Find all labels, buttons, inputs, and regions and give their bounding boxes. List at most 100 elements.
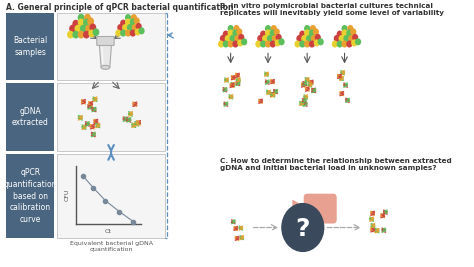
- Circle shape: [350, 28, 356, 36]
- Circle shape: [304, 41, 310, 48]
- Circle shape: [90, 23, 96, 31]
- Circle shape: [228, 41, 234, 48]
- Circle shape: [273, 28, 280, 36]
- Circle shape: [69, 25, 76, 32]
- Polygon shape: [292, 200, 307, 218]
- Circle shape: [228, 25, 234, 32]
- Circle shape: [117, 24, 123, 31]
- Circle shape: [309, 29, 315, 37]
- Circle shape: [337, 41, 343, 48]
- Circle shape: [232, 29, 238, 37]
- Text: A. General principle of qPCR bacterial quantification: A. General principle of qPCR bacterial q…: [6, 3, 234, 12]
- Circle shape: [220, 35, 226, 42]
- Circle shape: [351, 39, 357, 46]
- Circle shape: [270, 29, 276, 37]
- Circle shape: [348, 35, 355, 42]
- FancyBboxPatch shape: [57, 154, 165, 238]
- Polygon shape: [100, 45, 111, 67]
- Text: Bacterial
samples: Bacterial samples: [13, 36, 47, 57]
- Circle shape: [238, 34, 245, 41]
- Circle shape: [241, 38, 247, 45]
- Text: ?: ?: [296, 217, 310, 241]
- Circle shape: [236, 28, 242, 36]
- Ellipse shape: [101, 65, 110, 69]
- Circle shape: [131, 14, 137, 21]
- Circle shape: [262, 35, 268, 42]
- Circle shape: [343, 35, 349, 42]
- Circle shape: [265, 25, 271, 32]
- Circle shape: [299, 30, 305, 38]
- Circle shape: [352, 34, 358, 41]
- Circle shape: [74, 25, 82, 32]
- Circle shape: [78, 31, 84, 38]
- Circle shape: [267, 35, 273, 42]
- Circle shape: [228, 29, 234, 37]
- Circle shape: [296, 35, 302, 42]
- Circle shape: [332, 41, 338, 48]
- Circle shape: [255, 41, 262, 48]
- Text: CFU: CFU: [64, 189, 70, 201]
- FancyBboxPatch shape: [6, 13, 54, 80]
- Circle shape: [135, 29, 141, 36]
- Circle shape: [310, 25, 316, 32]
- Circle shape: [132, 24, 138, 31]
- Circle shape: [232, 41, 238, 48]
- Text: Equivalent bacterial gDNA
quantification: Equivalent bacterial gDNA quantification: [70, 241, 153, 252]
- Circle shape: [78, 19, 84, 26]
- Circle shape: [313, 28, 319, 36]
- Circle shape: [265, 29, 271, 37]
- Circle shape: [73, 20, 79, 28]
- Circle shape: [334, 35, 340, 42]
- Circle shape: [130, 18, 136, 26]
- Circle shape: [271, 25, 277, 32]
- Circle shape: [225, 35, 231, 42]
- Circle shape: [311, 35, 317, 42]
- Circle shape: [130, 30, 136, 37]
- Circle shape: [272, 35, 278, 42]
- Circle shape: [299, 41, 305, 48]
- Circle shape: [301, 35, 307, 42]
- Circle shape: [341, 25, 347, 32]
- Circle shape: [88, 30, 95, 37]
- Circle shape: [80, 25, 87, 32]
- Circle shape: [73, 31, 79, 38]
- Circle shape: [127, 24, 133, 31]
- Circle shape: [341, 29, 347, 37]
- Circle shape: [92, 28, 100, 36]
- FancyBboxPatch shape: [97, 37, 114, 45]
- Circle shape: [337, 30, 343, 38]
- Circle shape: [233, 25, 239, 32]
- Circle shape: [120, 30, 126, 37]
- Circle shape: [223, 30, 229, 38]
- Circle shape: [315, 34, 321, 41]
- Circle shape: [304, 29, 310, 37]
- Text: gDNA
extracted: gDNA extracted: [12, 107, 49, 127]
- Circle shape: [218, 41, 224, 48]
- Circle shape: [282, 204, 324, 252]
- Text: qPCR
quantification
based on
calibration
curve: qPCR quantification based on calibration…: [3, 168, 57, 224]
- Circle shape: [83, 19, 90, 26]
- Circle shape: [125, 14, 131, 21]
- Circle shape: [83, 31, 90, 38]
- Circle shape: [309, 41, 315, 48]
- Circle shape: [125, 18, 131, 26]
- Text: B. In vitro polymicrobial bacterial cultures technical
replicates will inevitabl: B. In vitro polymicrobial bacterial cult…: [220, 3, 444, 16]
- Circle shape: [306, 35, 312, 42]
- Circle shape: [338, 35, 345, 42]
- Circle shape: [120, 19, 126, 27]
- Circle shape: [87, 17, 94, 25]
- Circle shape: [134, 17, 140, 25]
- Circle shape: [115, 30, 121, 37]
- FancyBboxPatch shape: [57, 13, 165, 80]
- Circle shape: [78, 14, 84, 22]
- Circle shape: [278, 38, 285, 45]
- Circle shape: [314, 39, 320, 46]
- Text: Ct: Ct: [105, 229, 112, 234]
- Circle shape: [229, 35, 236, 42]
- FancyBboxPatch shape: [304, 194, 337, 223]
- Circle shape: [67, 31, 74, 38]
- Circle shape: [257, 35, 264, 42]
- Circle shape: [270, 41, 276, 48]
- Text: C. How to determine the relationship between extracted
gDNA and initial bacteria: C. How to determine the relationship bet…: [220, 158, 452, 171]
- Circle shape: [234, 35, 240, 42]
